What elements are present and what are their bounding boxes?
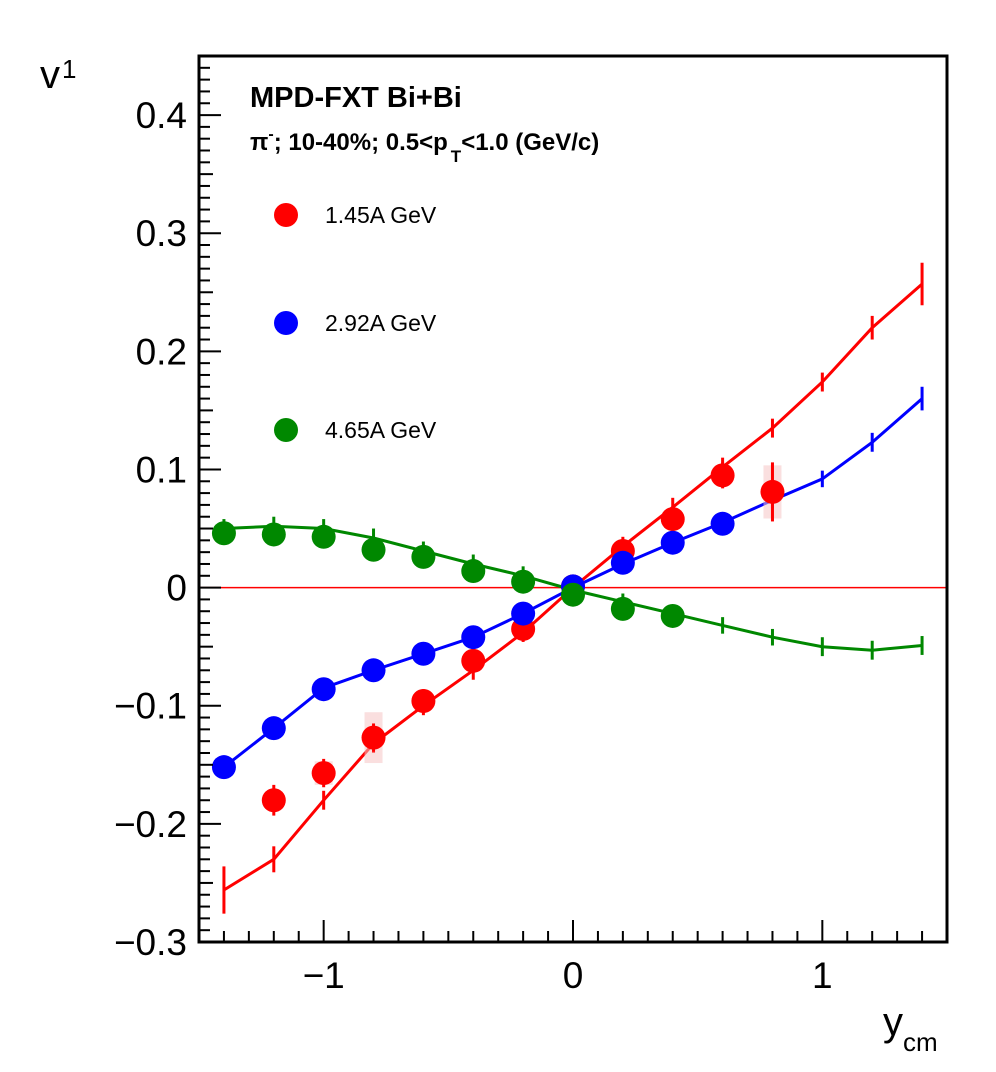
series-0-point-8	[660, 507, 685, 532]
series-1-point-0	[211, 755, 236, 780]
subtitle-pt-subscript: T	[451, 147, 462, 166]
series-2-point-3	[361, 537, 386, 562]
y-tick-label-1: −0.2	[114, 804, 187, 845]
series-2-point-0	[211, 521, 236, 546]
series-0-point-2	[361, 725, 386, 750]
x-tick-label-1: 0	[563, 955, 584, 996]
series-2-point-6	[511, 569, 536, 594]
plot-area	[199, 262, 947, 914]
series-2-point-9	[660, 603, 685, 628]
y-axis-title-main: v	[40, 53, 60, 97]
series-1-point-5	[461, 625, 486, 650]
legend: 1.45A GeV 2.92A GeV 4.65A GeV	[274, 202, 437, 443]
legend-label-2: 4.65A GeV	[325, 417, 437, 443]
legend-marker-1	[274, 311, 298, 335]
subtitle-pt-range: <1.0 (GeV/c)	[461, 129, 599, 156]
series-1-point-6	[511, 601, 536, 626]
series-2-point-7	[561, 582, 585, 607]
chart-title: MPD-FXT Bi+Bi	[250, 82, 462, 114]
y-tick-label-6: 0.3	[136, 213, 187, 254]
series-1-point-2	[311, 677, 336, 702]
x-tick-label-2: 1	[812, 955, 833, 996]
series-0-point-3	[411, 689, 436, 714]
series-0-point-10	[760, 479, 785, 504]
y-tick-label-4: 0.1	[136, 449, 187, 490]
series-1-point-1	[261, 716, 286, 741]
subtitle-centrality: ; 10-40%; 0.5<p	[274, 129, 448, 156]
y-axis-title: v1	[40, 53, 76, 97]
series-1-point-8	[610, 550, 635, 575]
y-tick-label-2: −0.1	[114, 686, 187, 727]
x-tick-label-0: −1	[303, 955, 345, 996]
axis-ticks: −0.3 −0.2 −0.1 0 0.1 0.2 0.3 0.4 −1 0 1	[114, 55, 948, 996]
y-tick-label-7: 0.4	[136, 95, 187, 136]
x-axis-title-sub: cm	[903, 1027, 938, 1057]
legend-label-0: 1.45A GeV	[325, 202, 437, 228]
series-0-point-0	[261, 788, 286, 813]
series-1-point-9	[660, 530, 685, 555]
series-0-point-4	[461, 648, 486, 673]
series-2-point-4	[411, 544, 436, 569]
y-tick-label-0: −0.3	[114, 922, 187, 963]
y-axis-title-sub: 1	[62, 54, 76, 84]
legend-marker-0	[274, 203, 298, 227]
subtitle-particle: π	[250, 129, 268, 156]
series-0-point-9	[710, 463, 735, 488]
series-1-point-10	[710, 511, 735, 536]
y-tick-label-5: 0.2	[136, 331, 187, 372]
series-2-point-5	[461, 559, 486, 584]
legend-label-1: 2.92A GeV	[325, 310, 437, 336]
series-2-point-8	[610, 596, 635, 621]
x-axis-title: ycm	[883, 1000, 938, 1057]
series-2-point-1	[261, 522, 286, 547]
x-axis-title-main: y	[883, 1000, 903, 1044]
legend-marker-2	[274, 418, 298, 442]
series-0-point-1	[311, 761, 336, 786]
y-tick-label-3: 0	[166, 568, 187, 609]
chart-subtitle: π-; 10-40%; 0.5<pT<1.0 (GeV/c)	[250, 126, 599, 166]
subtitle-particle-charge: -	[268, 126, 273, 143]
series-1-point-4	[411, 641, 436, 666]
series-1-point-3	[361, 658, 386, 683]
series-2-point-2	[311, 524, 336, 549]
